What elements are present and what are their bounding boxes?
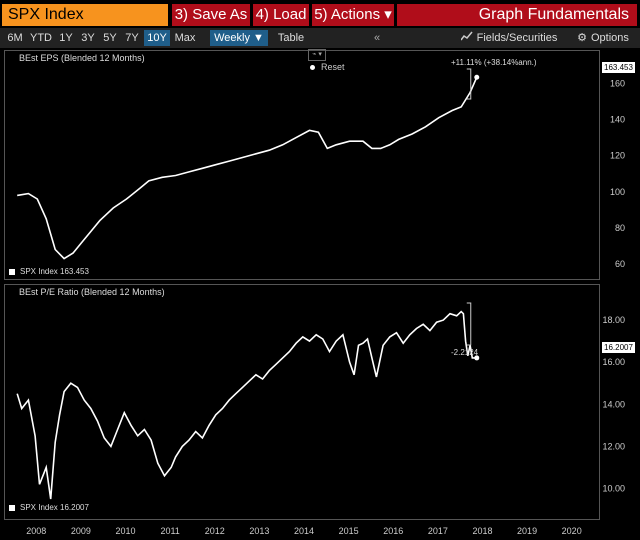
x-axis-label: 2008 [26,526,47,536]
options-label: Options [590,32,629,44]
eps-chart-panel[interactable]: BEst EPS (Blended 12 Months) 60 80 100 120 1… [4,50,625,280]
x-axis: 2008 2009 2010 2011 2012 2013 2014 2015 2016 2017… [0,522,640,540]
collapse-icon[interactable]: « [373,32,381,44]
change-bracket [466,68,472,100]
y-tick-label: 10.00 [602,483,625,493]
pe-chart-panel[interactable]: BEst P/E Ratio (Blended 12 Months) 10.00… [4,284,625,520]
y-tick-label: 12.00 [602,441,625,451]
actions-menu-button[interactable]: 5) Actions ▾ [312,4,394,26]
y-tick-label: 80 [615,223,625,233]
x-axis-label: 2017 [427,526,448,536]
pe-chart-title: BEst P/E Ratio (Blended 12 Months) [19,287,165,297]
period-button-7y[interactable]: 7Y [125,32,139,44]
pe-legend-label: SPX Index 16.2007 [20,503,89,512]
period-button-ytd[interactable]: YTD [30,32,52,44]
x-axis-label: 2010 [115,526,136,536]
ticker-input[interactable]: SPX Index [2,4,168,26]
change-annotation: -2.2124 [451,348,479,357]
eps-chart-title: BEst EPS (Blended 12 Months) [19,53,145,63]
zoom-menu-icon[interactable]: ⌁ ▾ [308,49,326,61]
y-tick-label: 18.00 [602,315,625,325]
chart-icon [460,30,473,46]
period-toolbar: 6M YTD 1Y 3Y 5Y 7Y 10Y Max Weekly ▼ Table « Fie… [0,28,640,48]
reset-label: Reset [321,62,345,72]
x-axis-label: 2009 [70,526,91,536]
save-as-button[interactable]: 3) Save As [172,4,250,26]
x-axis-label: 2018 [472,526,493,536]
table-button[interactable]: Table [277,32,305,44]
period-button-1y[interactable]: 1Y [59,32,73,44]
load-button[interactable]: 4) Load [253,4,309,26]
x-axis-label: 2013 [249,526,270,536]
pe-last-value: 16.2007 [602,342,635,353]
period-button-5y[interactable]: 5Y [103,32,117,44]
change-bracket [466,302,472,346]
y-tick-label: 60 [615,259,625,269]
top-bar: SPX Index 3) Save As 4) Load 5) Actions … [0,0,640,28]
eps-chart[interactable]: 60 80 100 120 140 160 +11.11% (+38.14%ann.) [5,51,639,281]
reset-button[interactable]: Reset [310,62,345,72]
series-line-spx-index[interactable] [16,310,477,500]
y-tick-label: 140 [610,115,625,125]
frequency-dropdown[interactable]: Weekly ▼ [210,30,268,46]
reset-dot-icon [310,65,315,71]
pe-legend: SPX Index 16.2007 [9,503,89,512]
x-axis-label: 2011 [160,526,180,536]
x-axis-label: 2012 [204,526,225,536]
gear-icon: ⚙ [577,32,587,44]
y-tick-label: 120 [610,151,625,161]
x-axis-label: 2016 [383,526,404,536]
eps-last-value: 163.453 [602,62,635,73]
legend-swatch [9,268,15,275]
period-button-10y[interactable]: 10Y [144,30,170,46]
x-axis-label: 2015 [338,526,359,536]
y-tick-label: 14.00 [602,399,625,409]
function-title: Graph Fundamentals [397,4,637,26]
fields-securities-button[interactable]: Fields/Securities [454,30,564,46]
y-tick-label: 16.00 [602,357,625,367]
last-point-marker [474,355,480,361]
reset-popup: ⌁ ▾ Reset [306,49,350,75]
period-button-6m[interactable]: 6M [7,32,23,44]
period-button-3y[interactable]: 3Y [81,32,95,44]
y-tick-label: 100 [610,187,625,197]
period-button-max[interactable]: Max [174,32,196,44]
series-line-spx-index[interactable] [17,76,478,260]
eps-legend-label: SPX Index 163.453 [20,267,89,276]
eps-legend: SPX Index 163.453 [9,267,89,276]
fields-securities-label: Fields/Securities [476,32,558,44]
y-tick-label: 160 [610,78,625,88]
last-point-marker [474,74,480,80]
options-button[interactable]: ⚙ Options [568,30,638,46]
change-annotation: +11.11% (+38.14%ann.) [451,58,537,67]
x-axis-label: 2020 [561,526,582,536]
legend-swatch [9,504,15,511]
pe-chart[interactable]: 10.00 12.00 14.00 16.00 18.00 -2.2124 [5,285,639,521]
x-axis-label: 2014 [293,526,315,536]
x-axis-label: 2019 [517,526,538,536]
